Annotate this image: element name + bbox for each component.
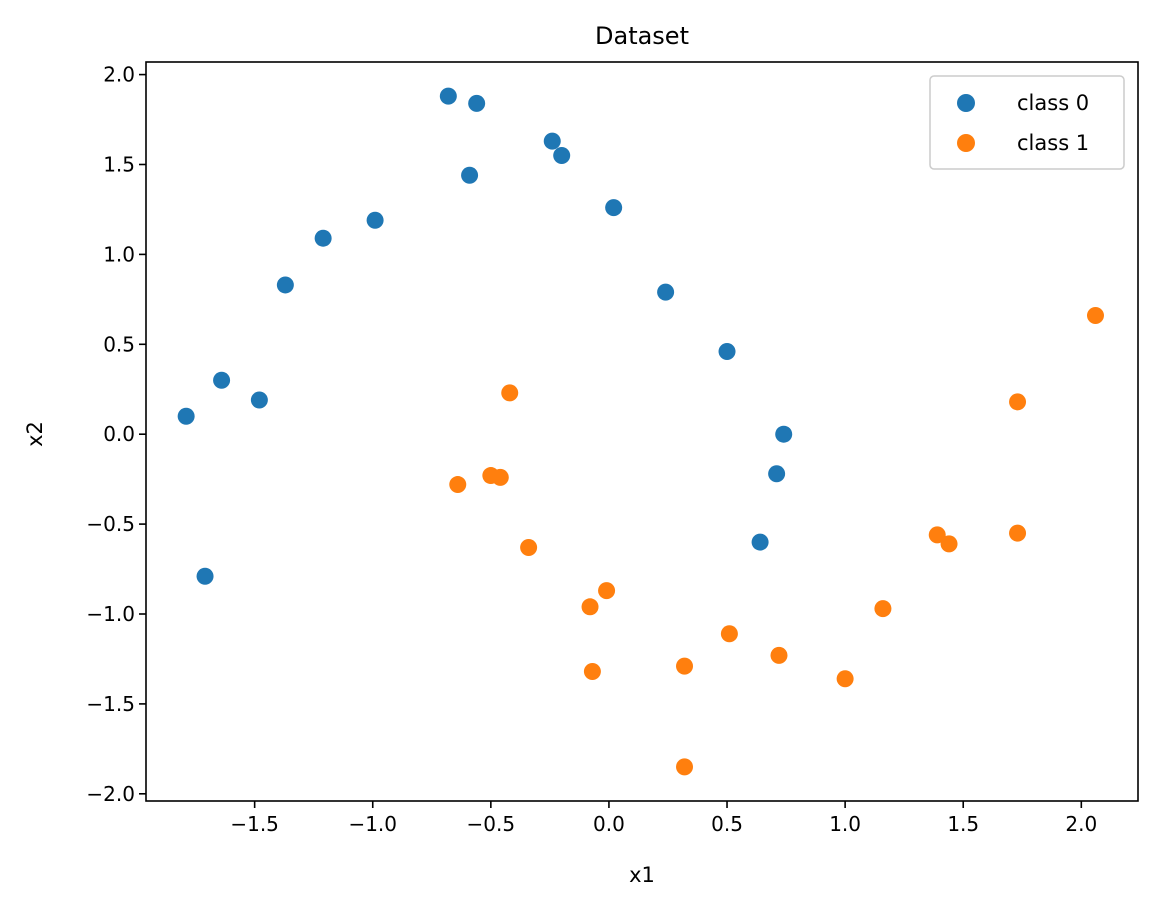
chart-title: Dataset (595, 22, 689, 50)
legend-marker-class-1 (957, 134, 975, 152)
point-class-1 (720, 625, 738, 643)
point-class-1 (928, 526, 946, 544)
legend-marker-class-0 (957, 94, 975, 112)
point-class-0 (439, 87, 457, 105)
y-tick-label: −2.0 (86, 782, 135, 806)
y-tick-label: 0.0 (103, 422, 135, 446)
point-class-1 (1086, 307, 1104, 325)
point-class-0 (751, 533, 769, 551)
point-class-0 (775, 425, 793, 443)
point-class-1 (501, 384, 519, 402)
y-tick-label: −0.5 (86, 512, 135, 536)
y-tick-label: 1.5 (103, 152, 135, 176)
point-class-0 (314, 229, 332, 247)
y-tick-label: 1.0 (103, 242, 135, 266)
point-class-1 (598, 582, 616, 600)
point-class-0 (605, 199, 623, 217)
point-class-0 (768, 465, 786, 483)
point-class-1 (676, 758, 694, 776)
point-class-0 (250, 391, 268, 409)
plot-frame (145, 61, 1139, 802)
point-class-0 (177, 407, 195, 425)
point-class-0 (718, 342, 736, 360)
point-class-0 (213, 371, 231, 389)
y-axis-title: x2 (23, 421, 47, 447)
point-class-0 (468, 94, 486, 112)
x-tick-label: −1.0 (348, 812, 397, 836)
x-tick-label: 0.5 (711, 812, 743, 836)
y-tick-label: 0.5 (103, 332, 135, 356)
point-class-1 (940, 535, 958, 553)
point-class-0 (657, 283, 675, 301)
point-class-0 (461, 166, 479, 184)
point-class-0 (543, 132, 561, 150)
point-class-1 (581, 598, 599, 616)
y-tick-label: −1.5 (86, 692, 135, 716)
point-class-1 (449, 476, 467, 494)
point-class-0 (553, 146, 571, 164)
x-tick-label: −0.5 (467, 812, 516, 836)
x-axis: −1.5 −1.0 −0.5 0.0 0.5 1.0 1.5 2.0 (230, 801, 1097, 836)
legend-label-class-0: class 0 (1017, 91, 1089, 115)
point-class-1 (836, 670, 854, 688)
point-class-0 (366, 211, 384, 229)
x-tick-label: 1.0 (829, 812, 861, 836)
legend: class 0 class 1 (929, 75, 1125, 170)
point-class-1 (583, 663, 601, 681)
x-tick-label: 0.0 (593, 812, 625, 836)
point-class-1 (1009, 393, 1027, 411)
point-class-1 (874, 600, 892, 618)
x-tick-label: 1.5 (947, 812, 979, 836)
legend-label-class-1: class 1 (1017, 131, 1089, 155)
point-class-1 (520, 538, 538, 556)
x-tick-label: −1.5 (230, 812, 279, 836)
point-class-1 (676, 657, 694, 675)
y-axis: −2.0 −1.5 −1.0 −0.5 0.0 0.5 1.0 1.5 2.0 (86, 63, 146, 806)
point-class-0 (196, 567, 214, 585)
point-class-1 (491, 468, 509, 486)
x-tick-label: 2.0 (1065, 812, 1097, 836)
legend-box (929, 75, 1125, 170)
y-tick-label: 2.0 (103, 63, 135, 87)
x-axis-title: x1 (629, 863, 655, 887)
y-tick-label: −1.0 (86, 602, 135, 626)
point-class-0 (276, 276, 294, 294)
point-class-1 (770, 646, 788, 664)
points-layer (177, 87, 1104, 776)
point-class-1 (1009, 524, 1027, 542)
